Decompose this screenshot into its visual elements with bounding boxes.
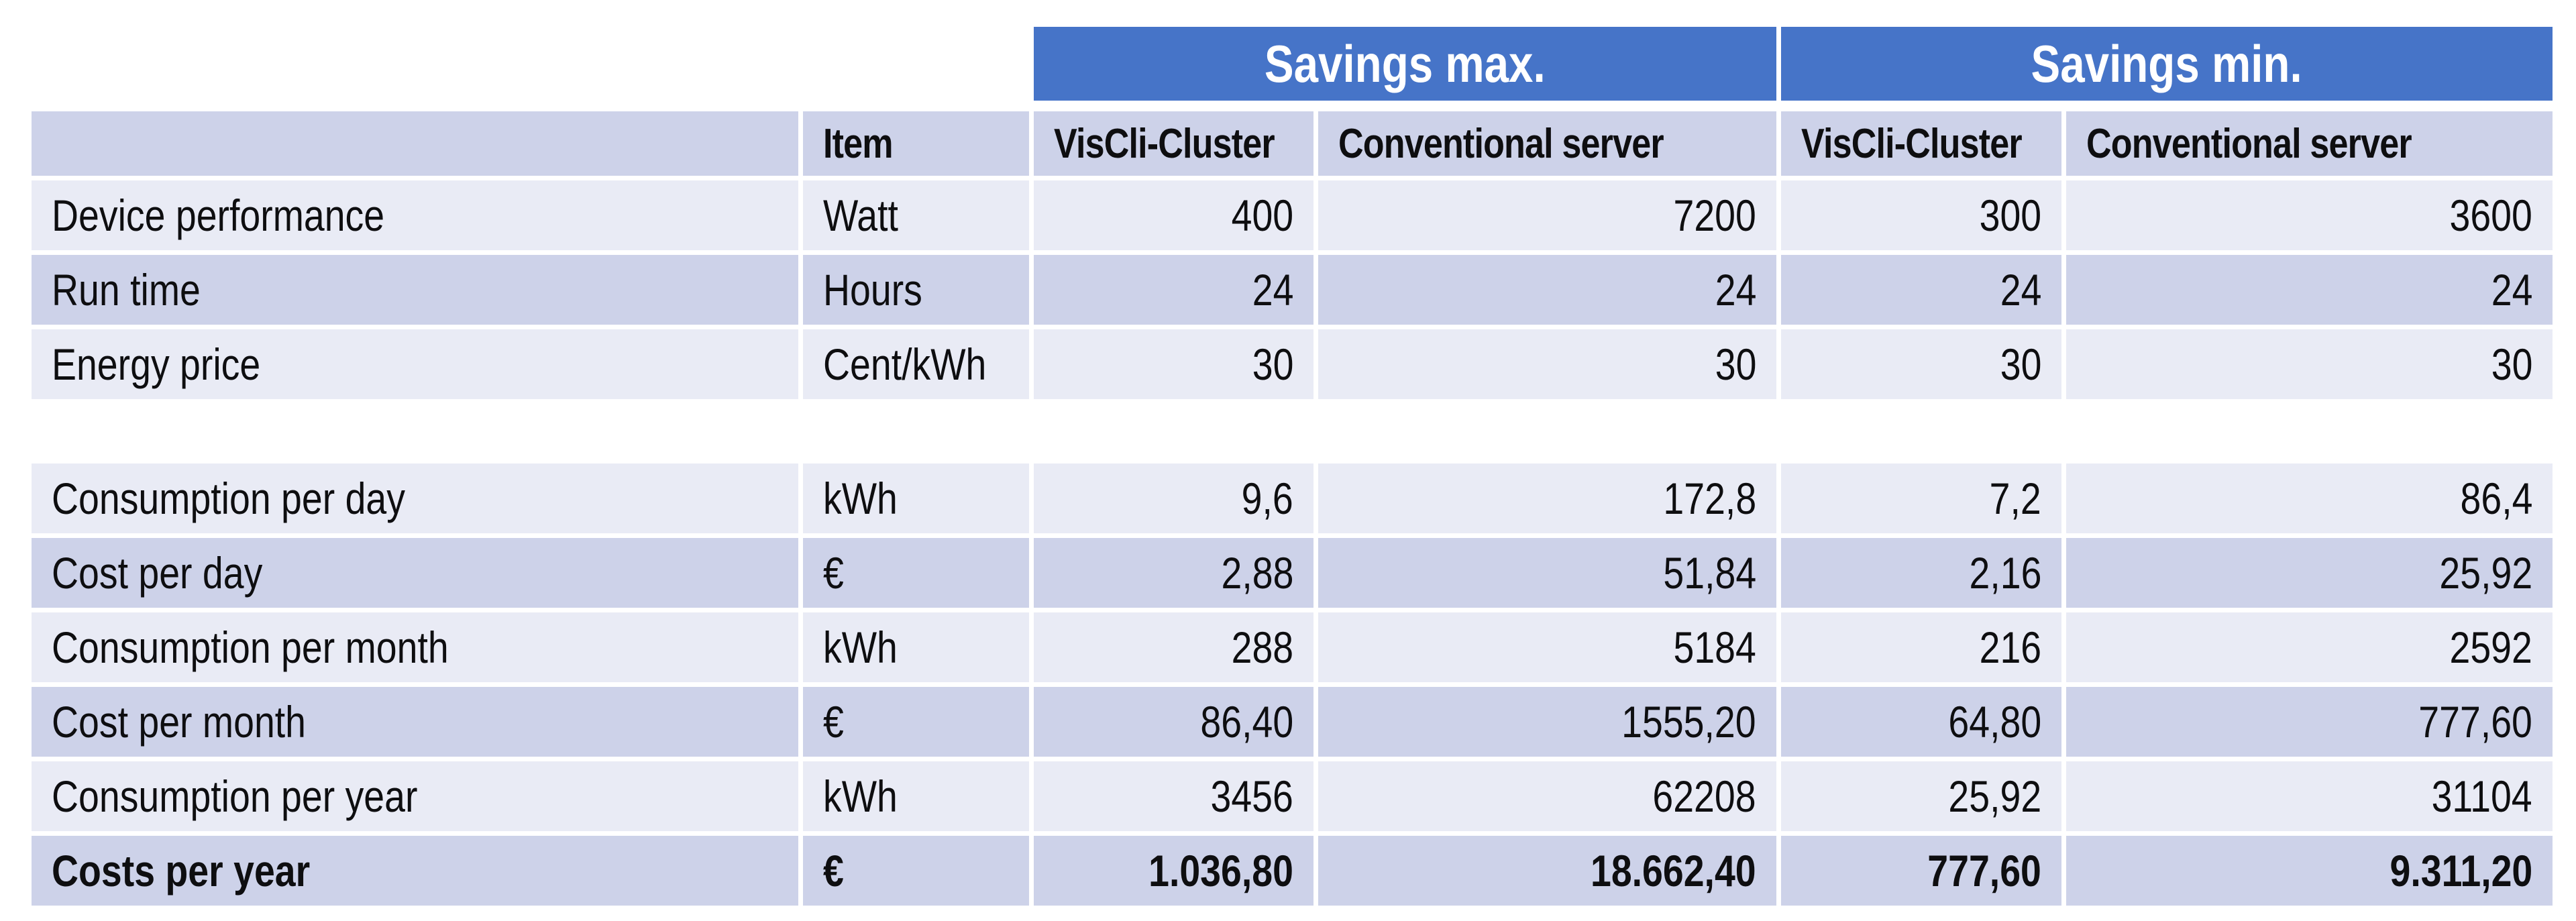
value-cell: 1555,20 [1318, 687, 1776, 757]
row-label-cell: Consumption per day [32, 464, 798, 533]
group-header-savings-max-label: Savings max. [1265, 34, 1546, 93]
row-energy-price: Energy price Cent/kWh 30 30 30 30 [32, 329, 2553, 399]
unit-cell: kWh [803, 761, 1029, 831]
row-run-time: Run time Hours 24 24 24 24 [32, 255, 2553, 325]
value-cell: 51,84 [1318, 538, 1776, 608]
row-label-cell: Energy price [32, 329, 798, 399]
value-cell: 30 [1318, 329, 1776, 399]
value-cell: 2592 [2066, 612, 2553, 682]
value-cell: 30 [1781, 329, 2061, 399]
unit-cell: kWh [803, 464, 1029, 533]
value-cell: 25,92 [1781, 761, 2061, 831]
row-cost-per-month: Cost per month € 86,40 1555,20 64,80 777… [32, 687, 2553, 757]
value-cell: 3600 [2066, 180, 2553, 250]
value-cell: 300 [1781, 180, 2061, 250]
row-costs-per-year-total: Costs per year € 1.036,80 18.662,40 777,… [32, 836, 2553, 906]
value-cell: 31104 [2066, 761, 2553, 831]
row-device-performance: Device performance Watt 400 7200 300 360… [32, 180, 2553, 250]
column-header-viscli-cluster-max-label: VisCli-Cluster [1054, 120, 1275, 167]
value-cell: 400 [1034, 180, 1313, 250]
group-header-left-spacer [32, 27, 1029, 101]
value-cell: 30 [2066, 329, 2553, 399]
row-cost-per-day: Cost per day € 2,88 51,84 2,16 25,92 [32, 538, 2553, 608]
column-header-row: Item VisCli-Cluster Conventional server … [32, 111, 2553, 176]
unit-cell: Cent/kWh [803, 329, 1029, 399]
value-cell: 7200 [1318, 180, 1776, 250]
value-cell: 24 [2066, 255, 2553, 325]
group-header-savings-min-label: Savings min. [2031, 34, 2303, 93]
value-cell: 9,6 [1034, 464, 1313, 533]
column-header-empty [32, 111, 798, 176]
row-label-cell: Cost per day [32, 538, 798, 608]
row-consumption-per-month: Consumption per month kWh 288 5184 216 2… [32, 612, 2553, 682]
row-label-cell: Device performance [32, 180, 798, 250]
value-cell: 18.662,40 [1318, 836, 1776, 906]
row-label-cell: Consumption per year [32, 761, 798, 831]
value-cell: 1.036,80 [1034, 836, 1313, 906]
unit-cell: € [803, 687, 1029, 757]
value-cell: 86,4 [2066, 464, 2553, 533]
row-label-cell: Run time [32, 255, 798, 325]
row-consumption-per-day: Consumption per day kWh 9,6 172,8 7,2 86… [32, 464, 2553, 533]
unit-cell: € [803, 538, 1029, 608]
value-cell: 2,16 [1781, 538, 2061, 608]
value-cell: 86,40 [1034, 687, 1313, 757]
value-cell: 5184 [1318, 612, 1776, 682]
column-header-item-label: Item [823, 120, 894, 167]
column-header-conventional-server-max-label: Conventional server [1338, 120, 1664, 167]
row-label-cell: Cost per month [32, 687, 798, 757]
unit-cell: kWh [803, 612, 1029, 682]
column-header-conventional-server-min: Conventional server [2066, 111, 2553, 176]
column-header-item: Item [803, 111, 1029, 176]
value-cell: 7,2 [1781, 464, 2061, 533]
value-cell: 9.311,20 [2066, 836, 2553, 906]
unit-cell: € [803, 836, 1029, 906]
column-header-viscli-cluster-min-label: VisCli-Cluster [1801, 120, 2023, 167]
value-cell: 25,92 [2066, 538, 2553, 608]
value-cell: 30 [1034, 329, 1313, 399]
group-header-row: Savings max. Savings min. [32, 27, 2553, 101]
value-cell: 172,8 [1318, 464, 1776, 533]
group-header-savings-min: Savings min. [1781, 27, 2553, 101]
unit-cell: Watt [803, 180, 1029, 250]
value-cell: 24 [1034, 255, 1313, 325]
column-header-conventional-server-min-label: Conventional server [2086, 120, 2412, 167]
column-header-viscli-cluster-min: VisCli-Cluster [1781, 111, 2061, 176]
row-label-cell: Consumption per month [32, 612, 798, 682]
column-header-viscli-cluster-max: VisCli-Cluster [1034, 111, 1313, 176]
section-spacer [32, 404, 2553, 459]
energy-cost-comparison-table: Savings max. Savings min. Item VisCli-Cl… [32, 27, 2553, 906]
value-cell: 2,88 [1034, 538, 1313, 608]
unit-cell: Hours [803, 255, 1029, 325]
column-header-conventional-server-max: Conventional server [1318, 111, 1776, 176]
row-consumption-per-year: Consumption per year kWh 3456 62208 25,9… [32, 761, 2553, 831]
value-cell: 24 [1781, 255, 2061, 325]
value-cell: 216 [1781, 612, 2061, 682]
value-cell: 24 [1318, 255, 1776, 325]
value-cell: 777,60 [2066, 687, 2553, 757]
row-label-cell: Costs per year [32, 836, 798, 906]
value-cell: 288 [1034, 612, 1313, 682]
value-cell: 64,80 [1781, 687, 2061, 757]
value-cell: 62208 [1318, 761, 1776, 831]
value-cell: 777,60 [1781, 836, 2061, 906]
group-header-savings-max: Savings max. [1034, 27, 1776, 101]
value-cell: 3456 [1034, 761, 1313, 831]
